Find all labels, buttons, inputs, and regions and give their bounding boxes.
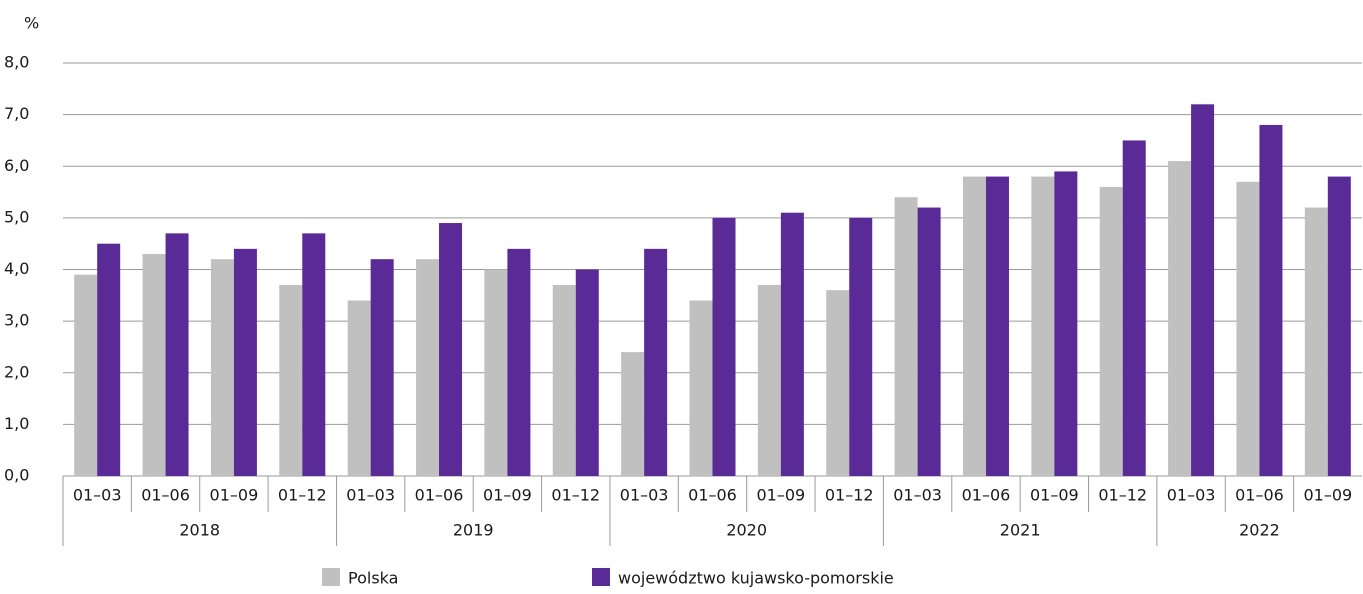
- x-tick-label: 01–03: [620, 486, 669, 505]
- bar: [849, 217, 873, 476]
- y-tick-label: 8,0: [4, 53, 29, 72]
- bar: [97, 243, 121, 476]
- y-tick-label: 4,0: [4, 259, 29, 278]
- bar: [370, 259, 394, 476]
- x-tick-label: 01–12: [278, 486, 327, 505]
- y-tick-label: 7,0: [4, 104, 29, 123]
- bar: [917, 207, 941, 477]
- x-tick-label: 01–09: [210, 486, 259, 505]
- bar: [347, 300, 371, 476]
- bar: [1327, 176, 1351, 476]
- bar: [279, 284, 303, 476]
- y-tick-label: 0,0: [4, 466, 29, 485]
- bar: [233, 248, 257, 476]
- y-tick-label: 2,0: [4, 362, 29, 381]
- bar: [826, 290, 850, 476]
- bar: [1168, 161, 1192, 476]
- bar: [1031, 176, 1055, 476]
- bar: [894, 197, 918, 476]
- bar: [1259, 124, 1283, 476]
- x-tick-label: 01–03: [1167, 486, 1216, 505]
- bar: [1236, 181, 1260, 477]
- group-label: 2020: [726, 521, 767, 540]
- bar: [1191, 104, 1215, 477]
- x-tick-label: 01–12: [1098, 486, 1147, 505]
- y-tick-label: 3,0: [4, 311, 29, 330]
- legend-label: Polska: [348, 569, 398, 588]
- x-tick-label: 01–06: [415, 486, 464, 505]
- legend-label: województwo kujawsko-pomorskie: [618, 569, 894, 588]
- bar: [757, 284, 781, 476]
- bar: [552, 284, 576, 476]
- x-tick-label: 01–09: [1303, 486, 1352, 505]
- group-label: 2018: [179, 521, 220, 540]
- y-tick-label: 1,0: [4, 414, 29, 433]
- x-tick-label: 01–12: [825, 486, 874, 505]
- bar: [1099, 186, 1123, 476]
- bar: [210, 259, 234, 476]
- x-tick-label: 01–06: [141, 486, 190, 505]
- x-tick-label: 01–03: [893, 486, 942, 505]
- bar: [644, 248, 668, 476]
- y-tick-label: 5,0: [4, 207, 29, 226]
- bar: [165, 233, 189, 476]
- bar: [507, 248, 531, 476]
- bar: [962, 176, 986, 476]
- legend-swatch: [592, 568, 610, 586]
- bar: [575, 269, 599, 476]
- bar: [780, 212, 804, 476]
- group-label: 2022: [1239, 521, 1280, 540]
- bar: [484, 269, 508, 476]
- bar: [302, 233, 326, 476]
- group-label: 2019: [453, 521, 494, 540]
- x-tick-label: 01–09: [483, 486, 532, 505]
- y-unit: %: [24, 14, 39, 33]
- bar: [689, 300, 713, 476]
- x-tick-label: 01–09: [757, 486, 806, 505]
- bar: [712, 217, 736, 476]
- x-tick-label: 01–12: [551, 486, 600, 505]
- x-tick-label: 01–09: [1030, 486, 1079, 505]
- y-tick-label: 6,0: [4, 156, 29, 175]
- bar: [416, 259, 440, 476]
- x-tick-label: 01–06: [962, 486, 1011, 505]
- x-tick-label: 01–06: [1235, 486, 1284, 505]
- bar: [985, 176, 1009, 476]
- x-tick-label: 01–06: [688, 486, 737, 505]
- x-tick-label: 01–03: [346, 486, 395, 505]
- bar: [621, 352, 645, 476]
- x-tick-label: 01–03: [73, 486, 122, 505]
- bar: [439, 223, 463, 476]
- bar: [1054, 171, 1078, 476]
- bar: [1304, 207, 1328, 477]
- group-label: 2021: [1000, 521, 1041, 540]
- bar: [74, 274, 98, 476]
- bar: [1122, 140, 1146, 476]
- bar: [142, 254, 166, 476]
- legend-swatch: [322, 568, 340, 586]
